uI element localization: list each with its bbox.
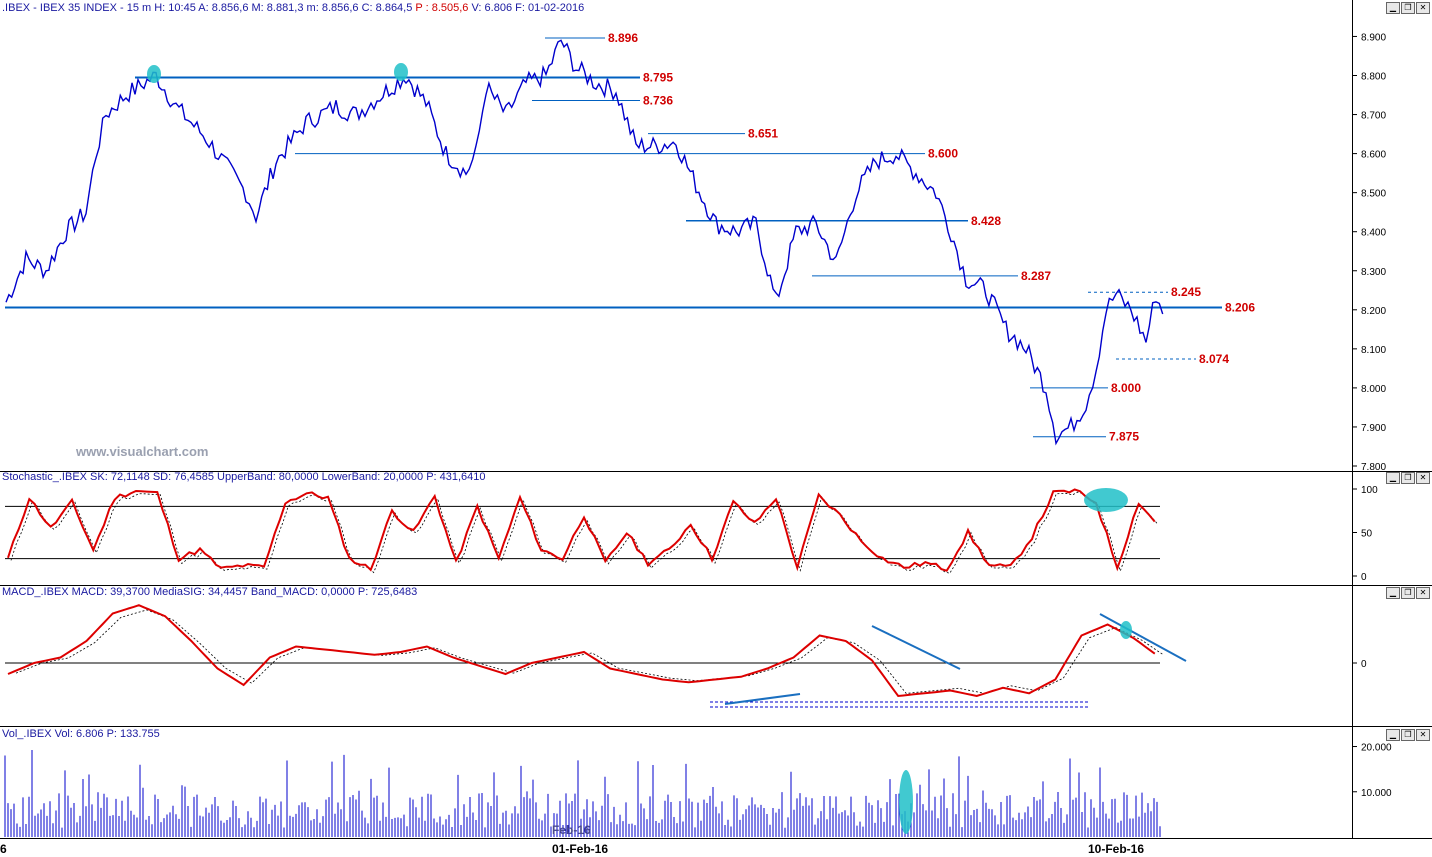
watermark: www.visualchart.com bbox=[76, 444, 209, 459]
level-label: 8.206 bbox=[1225, 300, 1255, 314]
level-label: 8.795 bbox=[643, 70, 673, 84]
price-header-vol: V: 6.806 bbox=[471, 2, 513, 14]
axis-tick-label: 10.000 bbox=[1361, 788, 1392, 799]
trendline bbox=[871, 625, 961, 670]
price-series-line bbox=[5, 39, 1164, 446]
axis-tick-label: 8.700 bbox=[1361, 111, 1386, 122]
close-icon[interactable]: ✕ bbox=[1416, 587, 1430, 599]
highlight-marker bbox=[899, 770, 913, 834]
level-label: 8.074 bbox=[1199, 352, 1229, 366]
price-header-symbol: .IBEX - IBEX 35 INDEX - 15 m bbox=[2, 2, 152, 14]
stochastic-header: Stochastic_.IBEX SK: 72,1148 SD: 76,4585… bbox=[2, 471, 486, 483]
axis-tick-label: 8.500 bbox=[1361, 189, 1386, 200]
axis-tick-label: 8.300 bbox=[1361, 267, 1386, 278]
pane-separator[interactable] bbox=[0, 471, 1432, 472]
minimize-icon[interactable]: ▁ bbox=[1386, 587, 1400, 599]
level-label: 8.896 bbox=[608, 31, 638, 45]
price-header-m: M: 8.881,3 bbox=[251, 2, 304, 14]
minimize-icon[interactable]: ▁ bbox=[1386, 2, 1400, 14]
time-label-feb01: 01-Feb-16 bbox=[552, 842, 609, 856]
price-header-date: F: 01-02-2016 bbox=[515, 2, 585, 14]
highlight-marker bbox=[1120, 621, 1132, 639]
time-label-feb10: 10-Feb-16 bbox=[1088, 842, 1145, 856]
macd-signal-line bbox=[15, 609, 1164, 694]
highlight-marker bbox=[147, 65, 161, 83]
axis-tick-label: 8.100 bbox=[1361, 345, 1386, 356]
price-header-high: H: 10:45 bbox=[154, 2, 196, 14]
axis-tick-label: 8.400 bbox=[1361, 228, 1386, 239]
pane-separator[interactable] bbox=[0, 585, 1432, 586]
price-header-close: C: 8.864,5 bbox=[361, 2, 413, 14]
macd-chart[interactable] bbox=[0, 586, 1352, 726]
stochastic-axis: 100 50 0 bbox=[1352, 472, 1432, 585]
price-chart[interactable]: 8.896 8.795 8.736 8.651 8.600 8.428 8.287 8.245… bbox=[0, 0, 1352, 471]
pane-separator[interactable] bbox=[0, 726, 1432, 727]
macd-line bbox=[7, 604, 1156, 698]
level-label: 8.245 bbox=[1171, 285, 1201, 299]
axis-tick-label: 8.900 bbox=[1361, 32, 1386, 43]
macd-axis: 0 bbox=[1352, 586, 1432, 726]
level-label: 8.600 bbox=[928, 147, 958, 161]
trendline bbox=[724, 693, 801, 705]
volume-axis: 20.000 10.000 bbox=[1352, 727, 1432, 838]
time-axis-line bbox=[0, 838, 1432, 839]
stochastic-line bbox=[7, 488, 1156, 572]
time-label-start: 6 bbox=[0, 842, 7, 856]
highlight-marker bbox=[1084, 488, 1128, 512]
axis-tick-label: 7.900 bbox=[1361, 423, 1386, 434]
close-icon[interactable]: ✕ bbox=[1416, 2, 1430, 14]
axis-tick-label: 20.000 bbox=[1361, 743, 1392, 754]
volume-chart[interactable] bbox=[0, 727, 1352, 838]
stochastic-signal-line bbox=[10, 491, 1159, 574]
level-label: 8.000 bbox=[1111, 381, 1141, 395]
price-header-a: A: 8.856,6 bbox=[198, 2, 249, 14]
level-label: 8.428 bbox=[971, 214, 1001, 228]
restore-icon[interactable]: ❐ bbox=[1401, 729, 1415, 741]
price-pane[interactable]: .IBEX - IBEX 35 INDEX - 15 m H: 10:45 A:… bbox=[0, 0, 1352, 471]
close-icon[interactable]: ✕ bbox=[1416, 729, 1430, 741]
volume-header: Vol_.IBEX Vol: 6.806 P: 133.755 bbox=[2, 728, 160, 740]
restore-icon[interactable]: ❐ bbox=[1401, 587, 1415, 599]
highlight-marker bbox=[394, 63, 408, 81]
stochastic-pane[interactable]: Stochastic_.IBEX SK: 72,1148 SD: 76,4585… bbox=[0, 471, 1352, 585]
macd-header: MACD_.IBEX MACD: 39,3700 MediaSIG: 34,44… bbox=[2, 586, 418, 598]
level-label: 8.651 bbox=[748, 127, 778, 141]
price-header-mlow: m: 8.856,6 bbox=[306, 2, 359, 14]
level-label: 8.736 bbox=[643, 93, 673, 107]
axis-tick-label: 8.600 bbox=[1361, 150, 1386, 161]
axis-tick-label: 0 bbox=[1361, 659, 1367, 670]
axis-tick-label: 8.200 bbox=[1361, 306, 1386, 317]
axis-tick-label: 8.800 bbox=[1361, 72, 1386, 83]
macd-window-buttons: ▁ ❐ ✕ bbox=[1386, 587, 1430, 599]
volume-window-buttons: ▁ ❐ ✕ bbox=[1386, 729, 1430, 741]
volume-pane[interactable]: Vol_.IBEX Vol: 6.806 P: 133.755 bbox=[0, 727, 1352, 838]
level-label: 8.287 bbox=[1021, 269, 1051, 283]
minimize-icon[interactable]: ▁ bbox=[1386, 472, 1400, 484]
axis-tick-label: 7.800 bbox=[1361, 462, 1386, 471]
axis-tick-label: 100 bbox=[1361, 485, 1378, 496]
price-window-buttons: ▁ ❐ ✕ bbox=[1386, 2, 1430, 14]
axis-tick-label: 0 bbox=[1361, 572, 1367, 583]
price-header: .IBEX - IBEX 35 INDEX - 15 m H: 10:45 A:… bbox=[2, 2, 584, 14]
stochastic-chart[interactable] bbox=[0, 472, 1352, 585]
restore-icon[interactable]: ❐ bbox=[1401, 472, 1415, 484]
axis-tick-label: 50 bbox=[1361, 529, 1373, 540]
restore-icon[interactable]: ❐ bbox=[1401, 2, 1415, 14]
stochastic-window-buttons: ▁ ❐ ✕ bbox=[1386, 472, 1430, 484]
price-axis: 8.900 8.800 8.700 8.600 8.500 8.400 8.300 8.200… bbox=[1352, 0, 1432, 473]
trendline bbox=[1099, 613, 1187, 662]
time-axis: 6 Feb-16 01-Feb-16 10-Feb-16 bbox=[0, 823, 1432, 857]
macd-pane[interactable]: MACD_.IBEX MACD: 39,3700 MediaSIG: 34,44… bbox=[0, 586, 1352, 726]
axis-tick-label: 8.000 bbox=[1361, 384, 1386, 395]
level-label: 7.875 bbox=[1109, 430, 1139, 444]
close-icon[interactable]: ✕ bbox=[1416, 472, 1430, 484]
minimize-icon[interactable]: ▁ bbox=[1386, 729, 1400, 741]
price-header-p: P : 8.505,6 bbox=[415, 2, 469, 14]
time-label-month: Feb-16 bbox=[552, 823, 591, 837]
